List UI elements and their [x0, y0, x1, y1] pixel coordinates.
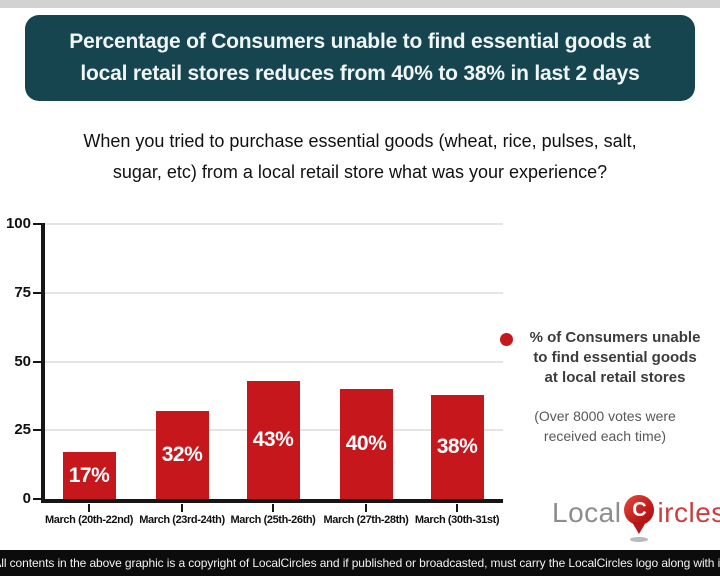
- gridline-100: [45, 223, 503, 225]
- y-tick-75: [33, 291, 41, 294]
- bar-value-label: 43%: [252, 427, 294, 451]
- legend-label-line-1: % of Consumers unable: [529, 329, 701, 346]
- bar-chart-plot-area: 0 25 50 75 100 17% 32% 43% 40% 38% March…: [6, 215, 503, 526]
- x-axis-label-1: March (20th-22nd): [45, 514, 133, 526]
- legend-label: % of Consumers unable to find essential …: [521, 328, 709, 388]
- x-tick-4: [365, 504, 367, 512]
- bar-march-27-28: 40%: [339, 389, 393, 499]
- votes-note-line-2: received each time): [543, 428, 667, 444]
- y-tick-0: [33, 498, 41, 500]
- x-tick-5: [456, 504, 458, 512]
- x-axis-label-5: March (30th-31st): [414, 514, 500, 526]
- x-axis-line: [41, 499, 503, 503]
- x-tick-1: [88, 504, 90, 512]
- page-title-line-2: local retail stores reduces from 40% to …: [80, 62, 640, 85]
- logo-pin-letter: C: [624, 495, 655, 525]
- y-axis-line: [41, 223, 45, 503]
- title-banner: Percentage of Consumers unable to find e…: [25, 15, 695, 101]
- y-axis-label-75: 75: [14, 284, 31, 301]
- x-axis-label-2: March (23rd-24th): [139, 514, 225, 526]
- bar-value-label: 17%: [68, 463, 110, 487]
- x-axis-label-3: March (25th-26th): [230, 514, 316, 526]
- x-tick-2: [181, 504, 183, 512]
- survey-question: When you tried to purchase essential goo…: [0, 126, 720, 188]
- x-axis-label-4: March (27th-28th): [323, 514, 409, 526]
- votes-note: (Over 8000 votes were received each time…: [505, 406, 705, 446]
- survey-question-line-1: When you tried to purchase essential goo…: [83, 131, 637, 151]
- copyright-footer: All contents in the above graphic is a c…: [0, 550, 720, 576]
- legend-marker: [500, 333, 513, 346]
- logo-pin-shadow: [630, 537, 649, 542]
- y-axis-label-0: 0: [22, 490, 31, 507]
- bar-march-23-24: 32%: [155, 411, 209, 499]
- y-tick-50: [33, 360, 41, 363]
- bar-march-30-31: 38%: [430, 394, 484, 499]
- bar-march-25-26: 43%: [246, 380, 300, 499]
- survey-question-line-2: sugar, etc) from a local retail store wh…: [112, 162, 608, 182]
- copyright-text: All contents in the above graphic is a c…: [0, 556, 720, 570]
- localcircles-logo: Local C ircles: [552, 494, 720, 544]
- chart-legend: % of Consumers unable to find essential …: [500, 328, 715, 388]
- logo-text-ircles: ircles: [657, 497, 720, 528]
- x-tick-3: [272, 504, 274, 512]
- bar-value-label: 38%: [436, 434, 478, 458]
- bar-value-label: 32%: [161, 443, 203, 466]
- gridline-75: [45, 291, 503, 294]
- logo-pin-icon: C: [622, 494, 656, 544]
- bar-march-20-22: 17%: [62, 452, 116, 499]
- bar-value-label: 40%: [345, 432, 387, 455]
- votes-note-line-1: (Over 8000 votes were: [534, 408, 676, 424]
- logo-text-local: Local: [552, 497, 622, 528]
- page-title-line-1: Percentage of Consumers unable to find e…: [69, 30, 651, 53]
- legend-label-line-3: at local retail stores: [544, 369, 686, 386]
- top-divider-strip: [0, 0, 720, 8]
- gridline-50: [45, 360, 503, 363]
- y-tick-25: [33, 429, 41, 432]
- y-tick-100: [33, 223, 41, 225]
- legend-label-line-2: to find essential goods: [533, 349, 697, 366]
- y-axis-label-25: 25: [14, 421, 31, 438]
- logo-pin-tail: [632, 522, 647, 534]
- y-axis-label-50: 50: [14, 352, 31, 370]
- y-axis-label-100: 100: [5, 215, 31, 232]
